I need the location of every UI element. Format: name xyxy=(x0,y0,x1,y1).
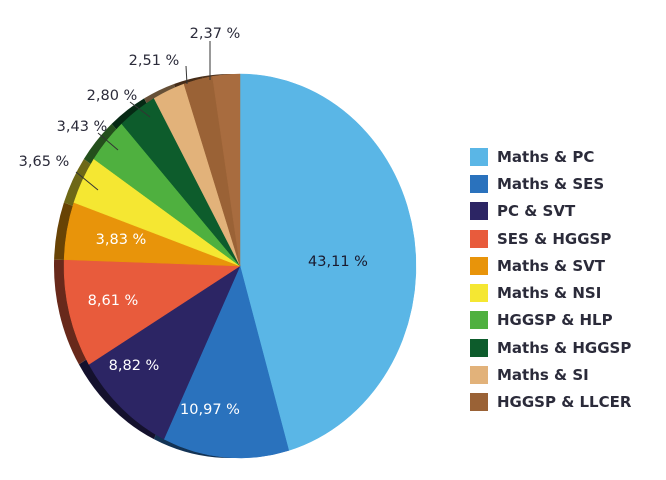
legend-swatch xyxy=(470,393,488,412)
legend-swatch xyxy=(470,256,488,275)
legend-label: Maths & SVT xyxy=(497,256,605,275)
data-labels: 43,11 % 10,97 % 8,82 % 8,61 % 3,83 % 3,65 % 3,… xyxy=(19,26,368,418)
legend-swatch xyxy=(470,147,488,166)
leader-line-maths-and-si xyxy=(129,101,151,118)
pie-slice-maths-and-ses xyxy=(163,265,290,459)
legend-item-maths-and-pc: Maths & PC xyxy=(470,143,631,170)
legend-label: Maths & HGGSP xyxy=(497,338,632,357)
leader-lines xyxy=(75,41,211,191)
legend-item-maths-and-hggsp: Maths & HGGSP xyxy=(470,334,631,361)
legend-item-maths-and-svt: Maths & SVT xyxy=(470,252,631,279)
legend-swatch xyxy=(470,284,488,303)
pie-slices xyxy=(63,73,417,459)
legend: Maths & PC Maths & SES PC & SVT SES & HGGSP… xyxy=(470,143,631,416)
legend-swatch xyxy=(470,311,488,330)
legend-item-pc-and-svt: PC & SVT xyxy=(470,198,631,225)
legend-item-maths-and-si: Maths & SI xyxy=(470,361,631,388)
data-label-maths-and-si: 2,80 % xyxy=(87,88,138,104)
legend-label: PC & SVT xyxy=(497,202,576,221)
pie-slice-ses-and-hggsp xyxy=(63,259,241,365)
legend-label: Maths & SES xyxy=(497,174,605,193)
legend-item-maths-and-ses: Maths & SES xyxy=(470,170,631,197)
data-label-maths-and-nsi: 3,83 % xyxy=(96,232,147,248)
legend-item-ses-and-hggsp: SES & HGGSP xyxy=(470,225,631,252)
legend-item-hggsp-and-hlp: HGGSP & HLP xyxy=(470,307,631,334)
legend-label: HGGSP & HLP xyxy=(497,311,613,330)
data-label-maths-and-ses: 10,97 % xyxy=(180,402,240,418)
pie-slice-slice-10 xyxy=(212,73,241,267)
legend-label: Maths & PC xyxy=(497,147,595,166)
legend-swatch xyxy=(470,229,488,248)
legend-label: Maths & SI xyxy=(497,366,589,385)
leader-line-hggsp-and-llcer xyxy=(185,65,188,85)
data-label-hggsp-and-llcer: 2,51 % xyxy=(129,53,180,69)
legend-swatch xyxy=(470,174,488,193)
data-label-maths-and-pc: 43,11 % xyxy=(308,254,368,270)
leader-line-maths-and-hggsp xyxy=(97,132,119,151)
legend-label: SES & HGGSP xyxy=(497,229,612,248)
data-label-slice-10: 2,37 % xyxy=(190,26,241,42)
legend-label: HGGSP & LLCER xyxy=(497,393,632,412)
legend-item-hggsp-and-llcer: HGGSP & LLCER xyxy=(470,389,631,416)
leader-line-hggsp-and-hlp xyxy=(75,171,99,191)
legend-swatch xyxy=(470,338,488,357)
data-label-maths-and-hggsp: 3,43 % xyxy=(57,119,108,135)
legend-swatch xyxy=(470,366,488,385)
pie-slice-pc-and-svt xyxy=(88,265,241,440)
pie-slice-maths-and-pc xyxy=(239,73,417,451)
data-label-pc-and-svt: 8,82 % xyxy=(109,358,160,374)
legend-swatch xyxy=(470,202,488,221)
legend-label: Maths & NSI xyxy=(497,284,602,303)
data-label-hggsp-and-hlp: 3,65 % xyxy=(19,154,70,170)
data-label-ses-and-hggsp: 8,61 % xyxy=(88,293,139,309)
legend-item-maths-and-nsi: Maths & NSI xyxy=(470,279,631,306)
